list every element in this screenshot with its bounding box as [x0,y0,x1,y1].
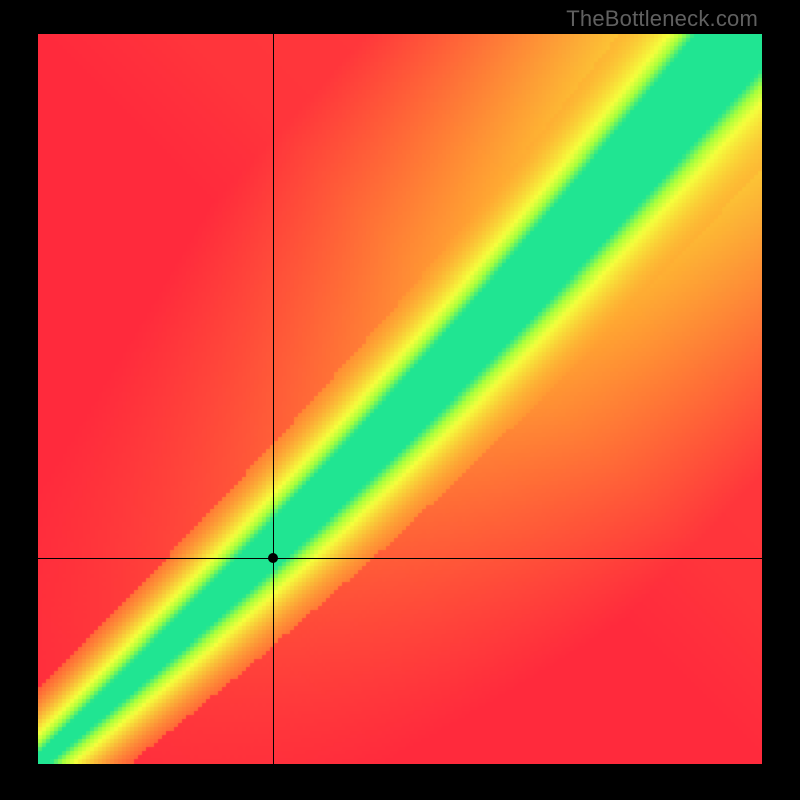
watermark-text: TheBottleneck.com [566,6,758,32]
crosshair-marker [268,553,278,563]
crosshair-vertical [273,34,274,764]
crosshair-horizontal [38,558,762,559]
heatmap-canvas [38,34,762,764]
root-container: TheBottleneck.com [0,0,800,800]
heatmap-plot [38,34,762,764]
